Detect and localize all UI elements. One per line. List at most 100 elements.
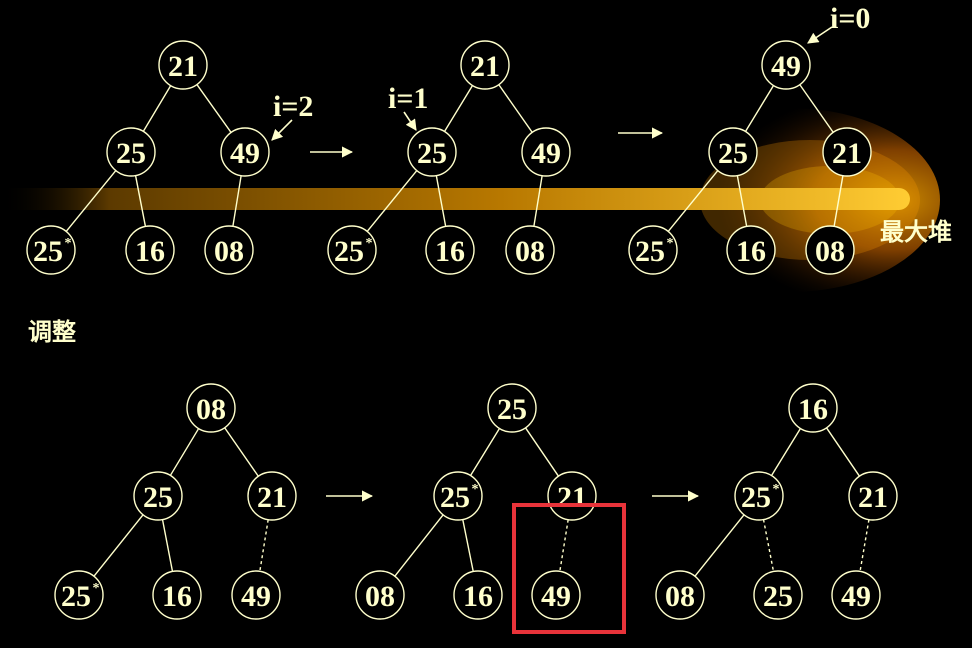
- node-circle: [547, 471, 597, 521]
- node-value: 49: [230, 137, 260, 170]
- tree-2-node-1: 21: [460, 40, 510, 90]
- pointer-i2: [271, 119, 293, 141]
- tree-6-node-2: 25 *: [734, 471, 784, 521]
- tree-2-edge-5: [533, 175, 543, 227]
- tree-4-node-6: 49: [231, 570, 281, 620]
- node-value: 25: [440, 481, 470, 514]
- node-value: 49: [531, 137, 561, 170]
- label-i1: i=1: [388, 82, 428, 115]
- tree-5-node-5: 16: [453, 570, 503, 620]
- tree-6-edge-1: [770, 428, 802, 476]
- step-arrows: [310, 127, 700, 502]
- pointer-arrows: [271, 26, 833, 141]
- tree-3-edge-2: [799, 84, 834, 133]
- tree-6-edge-3: [694, 514, 745, 577]
- node-mark: *: [93, 581, 100, 596]
- tree-5-edge-5: [559, 519, 569, 572]
- node-value: 25: [334, 235, 364, 268]
- label-max-heap: 最大堆: [880, 218, 952, 246]
- node-circle: [460, 40, 510, 90]
- tree-6-node-6: 49: [831, 570, 881, 620]
- node-value: 16: [135, 235, 165, 268]
- tree-6-node-1: 16: [788, 383, 838, 433]
- tree-5-node-1: 25: [487, 383, 537, 433]
- pointer-i1: [403, 111, 417, 131]
- tree-1-edge-1: [142, 85, 172, 132]
- node-circle: [628, 225, 678, 275]
- node-circle: [204, 225, 254, 275]
- node-value: 49: [771, 50, 801, 83]
- tree-6-edge-2: [825, 427, 861, 477]
- node-value: 25: [143, 481, 173, 514]
- tree-1-node-4: 25 *: [26, 225, 76, 275]
- node-circle: [152, 570, 202, 620]
- node-value: 21: [557, 481, 587, 514]
- tree-4-edge-5: [259, 519, 269, 572]
- tree-5-node-2: 25 *: [433, 471, 483, 521]
- node-value: 49: [541, 580, 571, 613]
- tree-5-edge-1: [469, 428, 501, 476]
- node-circle: [125, 225, 175, 275]
- node-value: 08: [214, 235, 244, 268]
- node-value: 25: [718, 137, 748, 170]
- tree-4-edge-1: [169, 428, 200, 476]
- tree-5-edge-2: [524, 427, 560, 477]
- tree-5-edge-4: [462, 519, 474, 572]
- node-value: 25: [497, 393, 527, 426]
- tree-5-node-3: 21: [547, 471, 597, 521]
- node-circle: [822, 127, 872, 177]
- node-value: 08: [815, 235, 845, 268]
- tree-3-node-2: 25: [708, 127, 758, 177]
- tree-1-node-6: 08: [204, 225, 254, 275]
- node-value: 25: [61, 580, 91, 613]
- label-adjust: 调整: [28, 318, 76, 346]
- node-circle: [788, 383, 838, 433]
- tree-6-node-3: 21: [848, 471, 898, 521]
- tree-3-edge-5: [833, 175, 844, 227]
- tree-6-node-5: 25: [753, 570, 803, 620]
- node-value: 21: [257, 481, 287, 514]
- node-circle: [106, 127, 156, 177]
- node-mark: *: [366, 236, 373, 251]
- tree-1-edge-5: [232, 175, 242, 227]
- node-value: 21: [168, 50, 198, 83]
- tree-4-edge-4: [161, 519, 174, 572]
- tree-3-node-6: 08: [805, 225, 855, 275]
- node-circle: [231, 570, 281, 620]
- node-value: 25: [635, 235, 665, 268]
- node-circle: [133, 471, 183, 521]
- tree-2-node-4: 25 *: [327, 225, 377, 275]
- tree-5-edge-3: [394, 514, 444, 577]
- tree-1-node-1: 21: [158, 40, 208, 90]
- node-circle: [327, 225, 377, 275]
- tree-4-edge-2: [224, 427, 259, 477]
- node-circle: [220, 127, 270, 177]
- node-circle: [655, 570, 705, 620]
- node-value: 21: [470, 50, 500, 83]
- node-value: 08: [665, 580, 695, 613]
- node-circle: [487, 383, 537, 433]
- tree-3-edge-3: [667, 170, 719, 232]
- node-value: 25: [741, 481, 771, 514]
- node-circle: [407, 127, 457, 177]
- tree-1-node-2: 25: [106, 127, 156, 177]
- node-circle: [531, 570, 581, 620]
- node-circle: [753, 570, 803, 620]
- tree-2-node-5: 16: [425, 225, 475, 275]
- node-value: 08: [365, 580, 395, 613]
- tree-2-edge-1: [443, 85, 474, 132]
- label-i2: i=2: [273, 90, 313, 123]
- node-value: 21: [832, 137, 862, 170]
- tree-3-node-3: 21: [822, 127, 872, 177]
- node-circle: [734, 471, 784, 521]
- tree-2-node-3: 49: [521, 127, 571, 177]
- node-value: 25: [763, 580, 793, 613]
- tree-1-edge-2: [196, 84, 232, 133]
- tree-1-edge-3: [65, 170, 117, 232]
- tree-4-node-2: 25: [133, 471, 183, 521]
- node-circle: [805, 225, 855, 275]
- tree-1-node-5: 16: [125, 225, 175, 275]
- tree-4-node-3: 21: [247, 471, 297, 521]
